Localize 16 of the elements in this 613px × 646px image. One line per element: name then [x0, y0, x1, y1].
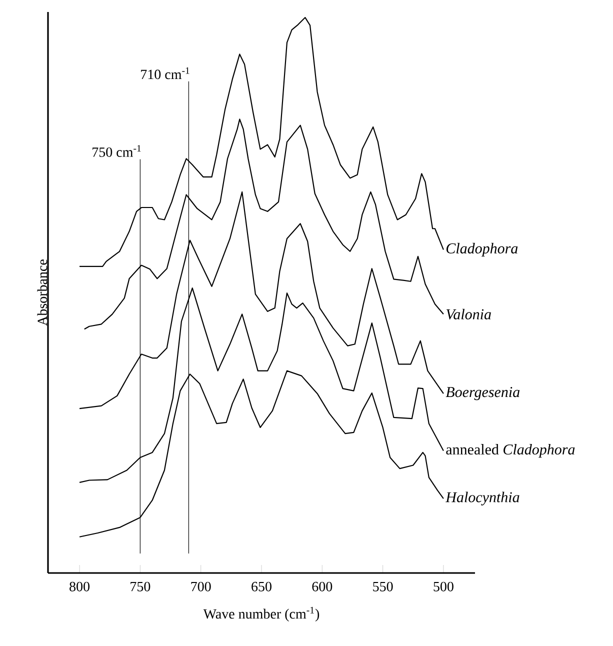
- ref-line-label: 710 cm$^{-1}$: [141, 67, 190, 80]
- x-tick-label: 500: [434, 582, 454, 592]
- x-tick-label: 600: [312, 582, 332, 592]
- ref-line-label: 750 cm$^{-1}$: [92, 145, 141, 157]
- series-label: annealed Cladophora: [446, 444, 575, 458]
- x-tick-label: 650: [252, 582, 272, 592]
- x-tick-label: 700: [191, 582, 211, 592]
- x-tick-label: 550: [373, 582, 393, 592]
- x-tick-label: 750: [130, 582, 150, 592]
- y-axis-title: Absorbance: [37, 260, 48, 326]
- series-label: Boergesenia: [446, 387, 520, 400]
- series-label: Halocynthia: [446, 492, 520, 506]
- x-axis-title: Wave number (cm$^{-1}$): [203, 606, 320, 622]
- series-label: Valonia: [446, 308, 491, 320]
- x-tick-label: 800: [70, 582, 90, 592]
- series-label: Cladophora: [446, 242, 518, 257]
